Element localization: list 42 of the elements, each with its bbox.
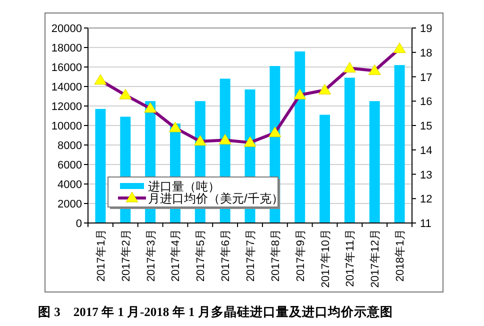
bar [294,51,306,223]
x-tick-label: 2017年4月 [170,229,182,282]
x-tick-label: 2017年12月 [370,229,382,288]
x-tick-label: 2018年1月 [394,229,407,282]
bar [95,108,106,223]
x-tick-label: 2017年8月 [270,229,282,282]
x-tick-label: 2017年1月 [95,229,108,282]
y2-tick-label: 11 [420,218,432,230]
y2-tick-label: 16 [420,96,432,108]
x-tick-label: 2017年10月 [320,229,332,288]
bar [344,78,355,223]
bar [394,65,405,223]
x-tick-label: 2017年11月 [344,229,357,287]
y-tick-label: 14000 [51,82,82,94]
y2-tick-label: 13 [420,169,432,182]
y2-tick-label: 14 [420,144,432,157]
y-tick-label: 0 [76,218,82,230]
y2-tick-label: 19 [420,23,432,35]
y2-tick-label: 17 [420,72,432,84]
y-tick-label: 2000 [58,198,82,210]
y-tick-label: 20000 [51,23,82,35]
y-tick-label: 8000 [58,140,82,152]
y-tick-label: 16000 [51,62,82,74]
y-tick-label: 6000 [58,160,82,172]
x-tick-label: 2017年5月 [195,229,208,282]
x-tick-label: 2017年9月 [294,229,307,282]
x-tick-label: 2017年7月 [245,229,257,282]
y2-tick-label: 18 [420,47,432,60]
x-tick-label: 2017年6月 [220,229,232,282]
y-tick-label: 4000 [58,179,82,191]
y-tick-label: 18000 [51,42,82,54]
y-tick-label: 10000 [51,120,82,132]
legend-label: 进口量（吨） [148,180,220,194]
x-tick-label: 2017年3月 [145,229,158,282]
bar [369,101,380,223]
y-tick-label: 12000 [51,101,82,113]
bar [320,114,330,223]
legend-label: 月进口均价（美元/千克） [148,192,284,206]
y2-tick-label: 12 [420,194,432,206]
x-tick-label: 2017年2月 [120,229,132,282]
text: 图 3 2017 年 1 月-2018 年 1 月多晶硅进口量及进口均价示意图 [38,304,393,319]
y2-tick-label: 15 [420,120,432,132]
